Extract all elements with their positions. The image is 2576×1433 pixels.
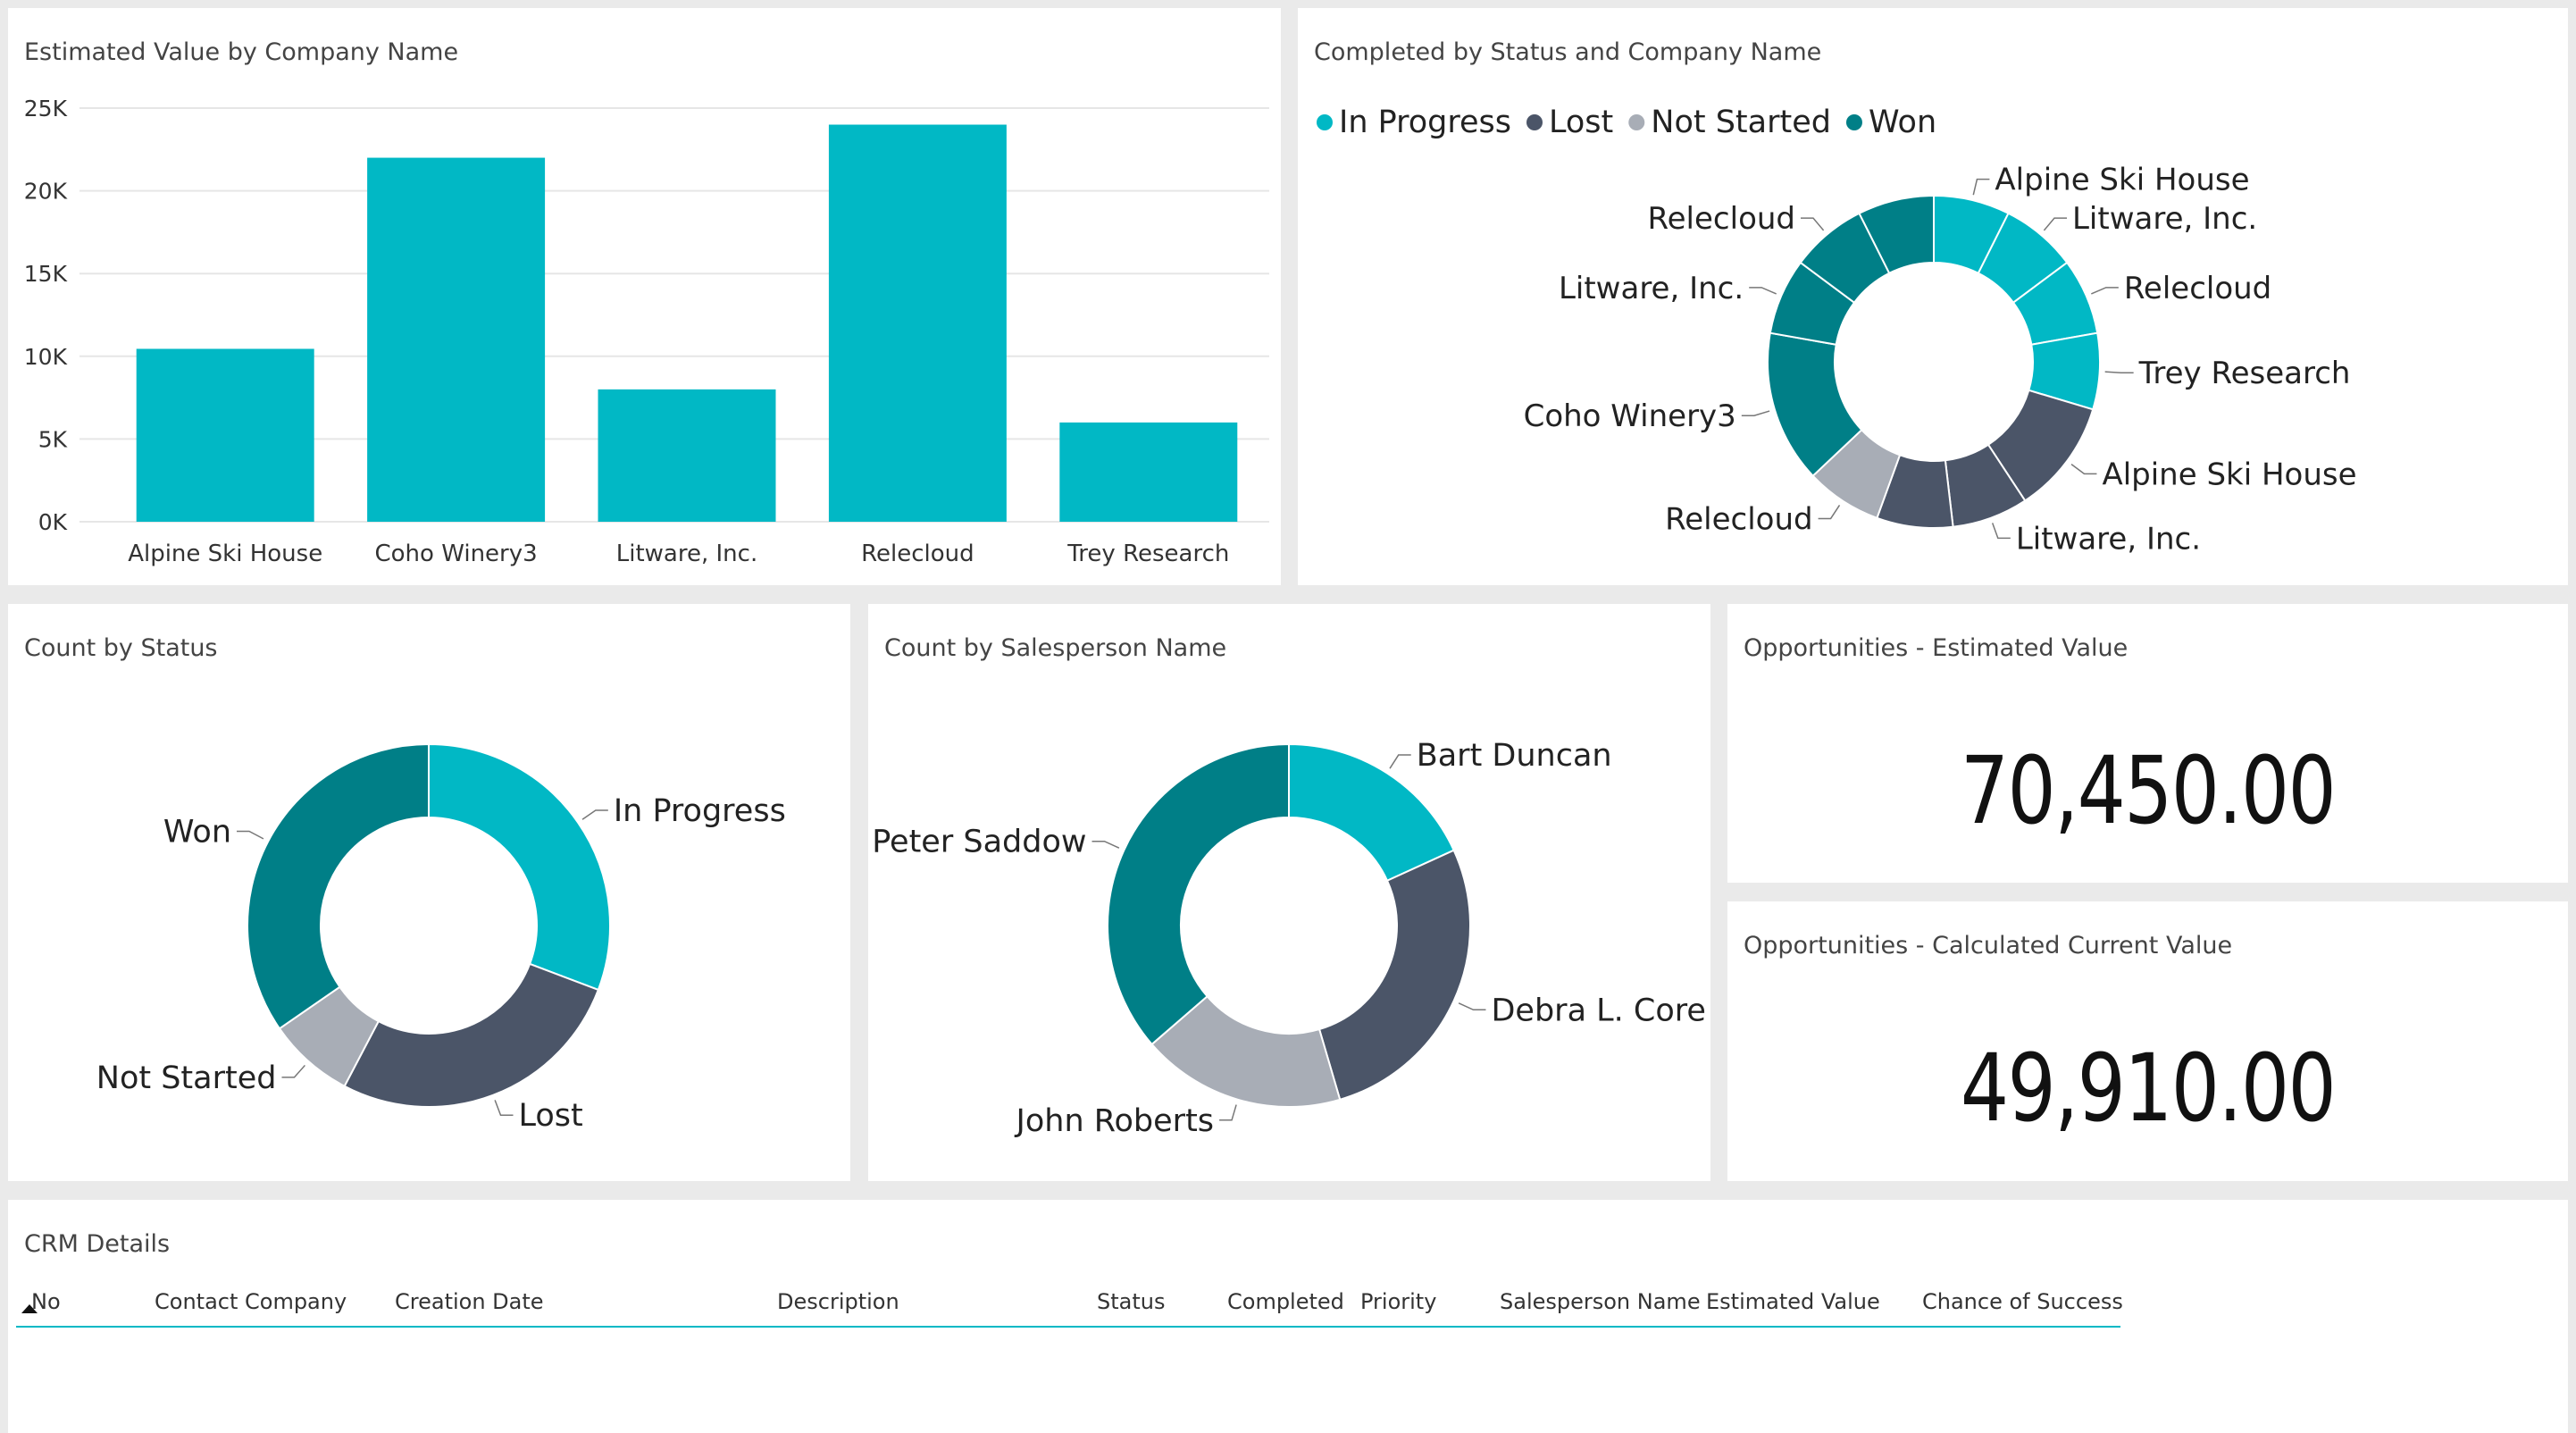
donut-leader-line — [2091, 287, 2119, 295]
donut-label-relecloud: Relecloud — [1648, 201, 1795, 237]
status-company-tile[interactable]: Completed by Status and Company Name In … — [1298, 8, 2568, 585]
y-tick-label: 5K — [38, 426, 68, 452]
donut-leader-line — [2043, 217, 2067, 231]
x-tick-label: Trey Research — [1066, 541, 1229, 567]
calculated-value-amount: 49,910.00 — [1960, 1034, 2337, 1143]
col-header-contact-company[interactable]: Contact Company — [155, 1289, 347, 1314]
donut-slice-won[interactable] — [247, 742, 430, 1030]
estimated-value-card[interactable]: Opportunities - Estimated Value 70,450.0… — [1727, 604, 2568, 883]
x-tick-label: Relecloud — [861, 541, 974, 567]
donut-leader-line — [1389, 754, 1411, 769]
donut-leader-line — [494, 1100, 514, 1116]
x-tick-label: Alpine Ski House — [128, 541, 322, 567]
donut-leader-line — [1741, 410, 1770, 416]
donut-leader-line — [1801, 217, 1825, 231]
legend-label-won[interactable]: Won — [1869, 105, 1936, 140]
estimated-value-card-title: Opportunities - Estimated Value — [1744, 634, 2129, 662]
crm-details-tile[interactable]: CRM Details No Contact Company Creation … — [8, 1200, 2568, 1433]
donut-leader-line — [581, 809, 608, 820]
donut-leader-line — [2104, 371, 2134, 373]
donut-leader-line — [1219, 1104, 1237, 1121]
bar-coho-winery3[interactable] — [367, 157, 546, 522]
donut-label-trey-research: Trey Research — [2138, 356, 2351, 391]
donut-slice-relecloud[interactable] — [1858, 194, 1935, 275]
donut-label-bart-duncan: Bart Duncan — [1417, 738, 1612, 774]
donut-slice-debra-l-core[interactable] — [1317, 849, 1471, 1102]
col-header-creation-date[interactable]: Creation Date — [395, 1289, 544, 1314]
x-tick-label: Litware, Inc. — [616, 541, 757, 567]
donut-leader-line — [2070, 464, 2097, 475]
bar-relecloud[interactable] — [828, 124, 1007, 522]
bar-chart: 0K 5K 10K 15K 20K 25K Alpine Ski House Coho Win… — [24, 96, 1269, 567]
count-by-status-tile[interactable]: Count by Status In Progress Lost Not Start… — [8, 604, 850, 1181]
donut-label-won: Won — [163, 815, 231, 851]
y-tick-label: 25K — [24, 96, 68, 122]
donut-label-john-roberts: John Roberts — [1015, 1103, 1214, 1139]
bar-alpine-ski-house[interactable] — [136, 348, 314, 522]
donut-label-in-progress: In Progress — [614, 793, 786, 829]
legend-marker-not-started — [1628, 114, 1645, 130]
col-header-priority[interactable]: Priority — [1360, 1289, 1437, 1314]
bar-trey-research[interactable] — [1059, 422, 1238, 522]
donut-leader-line — [281, 1064, 305, 1078]
donut-label-litware-inc: Litware, Inc. — [2072, 201, 2257, 237]
legend-marker-lost — [1526, 114, 1543, 130]
donut-label-peter-saddow: Peter Saddow — [872, 825, 1086, 860]
y-tick-label: 20K — [24, 179, 68, 205]
count-by-salesperson-title: Count by Salesperson Name — [884, 634, 1227, 662]
donut-label-alpine-ski-house: Alpine Ski House — [1995, 163, 2249, 198]
donut-label-litware-inc: Litware, Inc. — [2016, 521, 2201, 557]
sort-ascending-icon[interactable] — [21, 1304, 38, 1313]
donut-label-relecloud: Relecloud — [2124, 271, 2271, 306]
donut-slice-in-progress[interactable] — [428, 742, 611, 992]
donut-label-alpine-ski-house: Alpine Ski House — [2102, 457, 2356, 492]
legend-label-lost[interactable]: Lost — [1549, 105, 1613, 140]
donut-label-lost: Lost — [518, 1098, 582, 1134]
calculated-value-card[interactable]: Opportunities - Calculated Current Value… — [1727, 901, 2568, 1181]
calculated-value-card-title: Opportunities - Calculated Current Value — [1744, 932, 2233, 960]
status-company-title: Completed by Status and Company Name — [1314, 38, 1822, 66]
donut-label-not-started: Not Started — [96, 1060, 277, 1096]
donut-leader-line — [1749, 287, 1777, 295]
donut-leader-line — [1818, 505, 1841, 520]
y-tick-label: 0K — [38, 509, 68, 535]
y-tick-label: 15K — [24, 261, 68, 287]
donut-leader-line — [1091, 840, 1120, 849]
donut-slice-lost[interactable] — [343, 962, 600, 1108]
count-by-salesperson-donut-chart: Bart Duncan Debra L. Core John Roberts Pete… — [872, 738, 1706, 1139]
x-tick-label: Coho Winery3 — [375, 541, 538, 567]
bar-litware-inc[interactable] — [598, 389, 776, 522]
col-header-completed[interactable]: Completed — [1227, 1289, 1344, 1314]
legend-marker-in-progress — [1317, 114, 1333, 130]
crm-table-header: No Contact Company Creation Date Descrip… — [8, 1289, 2568, 1325]
col-header-salesperson-name[interactable]: Salesperson Name — [1500, 1289, 1701, 1314]
donut-label-debra-l-core: Debra L. Core — [1491, 993, 1705, 1028]
y-tick-label: 10K — [24, 344, 68, 370]
count-by-status-title: Count by Status — [24, 634, 218, 662]
count-by-salesperson-tile[interactable]: Count by Salesperson Name Bart Duncan Deb… — [868, 604, 1710, 1181]
donut-leader-line — [237, 830, 264, 840]
legend-marker-won — [1845, 114, 1862, 130]
table-header-rule — [16, 1326, 2120, 1328]
col-header-chance-of-success[interactable]: Chance of Success — [1922, 1289, 2123, 1314]
donut-slice-peter-saddow[interactable] — [1107, 742, 1290, 1046]
col-header-status[interactable]: Status — [1097, 1289, 1166, 1314]
donut-leader-line — [1458, 1002, 1486, 1011]
count-by-status-donut-chart: In Progress Lost Not Started Won — [96, 742, 786, 1134]
bar-chart-title: Estimated Value by Company Name — [24, 38, 459, 66]
donut-label-coho-winery3: Coho Winery3 — [1524, 398, 1736, 434]
estimated-value-amount: 70,450.00 — [1960, 736, 2337, 845]
legend-label-not-started[interactable]: Not Started — [1651, 105, 1831, 140]
donut-label-relecloud: Relecloud — [1665, 501, 1812, 537]
donut-leader-line — [1991, 523, 2011, 540]
bar-chart-tile[interactable]: Estimated Value by Company Name 0K 5K 10K 1… — [8, 8, 1281, 585]
legend-label-in-progress[interactable]: In Progress — [1339, 105, 1511, 140]
col-header-description[interactable]: Description — [777, 1289, 899, 1314]
status-company-donut-chart: In Progress Lost Not Started Won Alpine Ski … — [1317, 105, 2357, 557]
crm-details-title: CRM Details — [24, 1230, 171, 1258]
col-header-estimated-value[interactable]: Estimated Value — [1706, 1289, 1880, 1314]
donut-leader-line — [1972, 178, 1990, 196]
donut-label-litware-inc: Litware, Inc. — [1559, 271, 1744, 306]
